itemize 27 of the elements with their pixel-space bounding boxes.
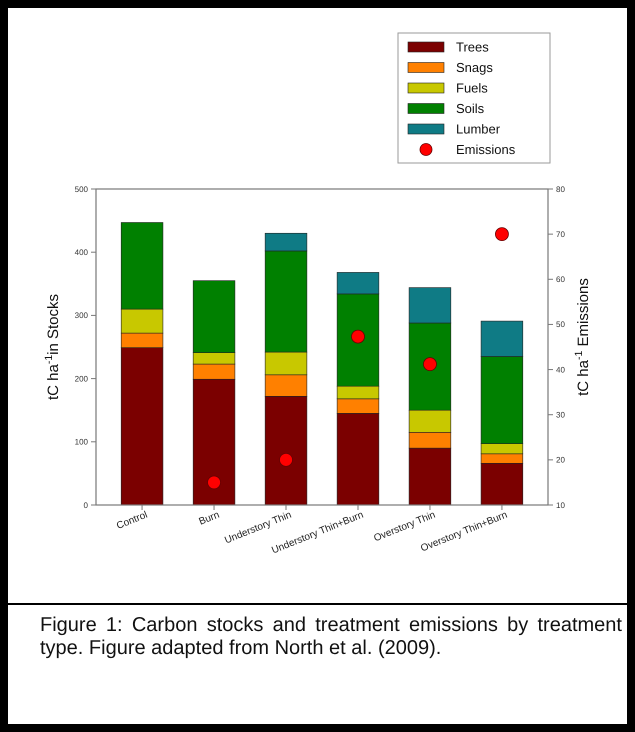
y2-tick-label: 50 — [556, 320, 566, 330]
legend-label: Soils — [456, 101, 485, 116]
point — [423, 357, 437, 372]
legend-label: Emissions — [456, 142, 516, 158]
x-tick-label: Burn — [197, 510, 222, 528]
y2-tick-label: 60 — [556, 275, 566, 284]
y2-tick-label: 70 — [556, 230, 566, 239]
y-tick-label: 200 — [74, 374, 89, 384]
y2-tick-label: 20 — [556, 456, 566, 465]
y-tick-label: 400 — [74, 248, 89, 257]
y2-tick-label: 80 — [556, 184, 566, 194]
caption: Figure 1: Carbon stocks and treatment emissions by treatment type. Figure adapted from North et al. (2009). — [40, 614, 622, 660]
point — [351, 330, 365, 344]
legend-label: Trees — [456, 40, 490, 55]
y-tick-label: 300 — [74, 311, 89, 320]
point — [495, 227, 509, 242]
legend-label: Snags — [456, 60, 494, 76]
legend-label: Fuels — [456, 80, 488, 96]
legend-label: Lumber — [456, 122, 501, 137]
y-tick-label: 0 — [84, 500, 89, 510]
y-tick-label: 100 — [74, 438, 89, 447]
y2-tick-label: 30 — [556, 410, 566, 420]
y-tick-label: 500 — [74, 184, 89, 194]
point — [279, 452, 293, 467]
point — [207, 476, 221, 490]
y2-tick-label: 40 — [556, 365, 566, 374]
y2-tick-label: 10 — [556, 500, 566, 510]
